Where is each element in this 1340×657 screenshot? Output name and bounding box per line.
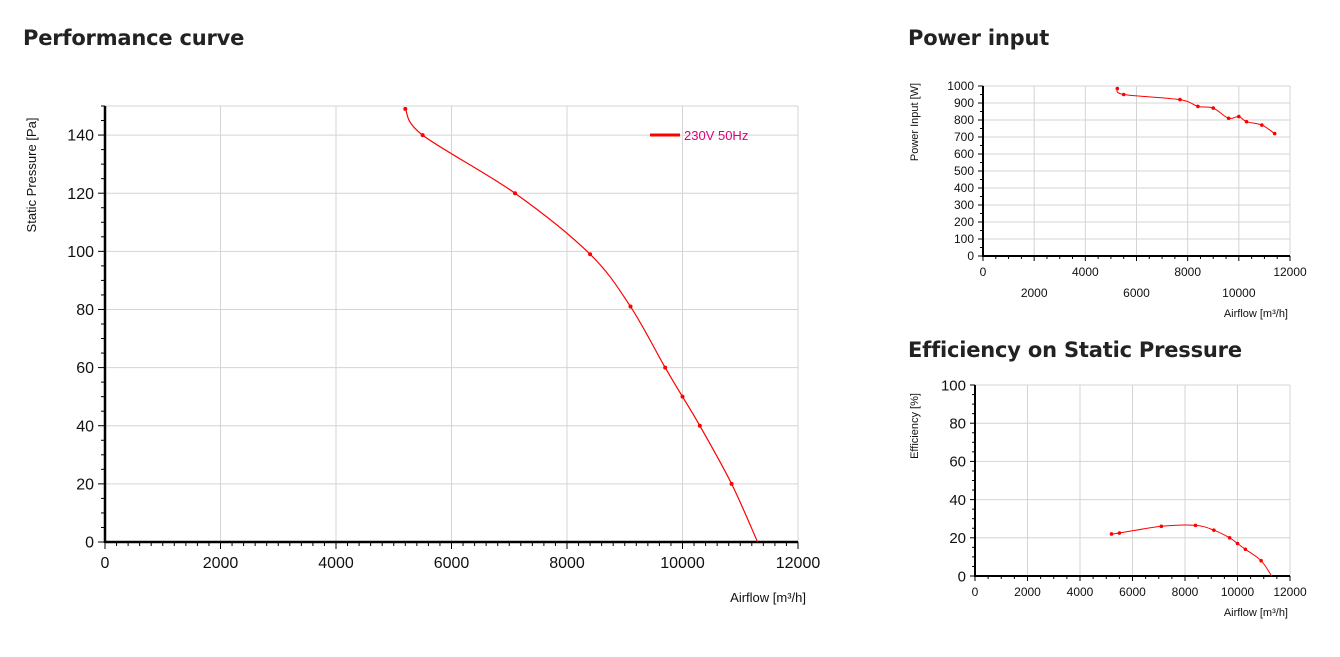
x-tick-label: 6000 xyxy=(434,555,470,572)
y-tick-label: 0 xyxy=(85,535,94,552)
y-tick-label: 60 xyxy=(76,360,94,377)
x-tick-label: 12000 xyxy=(1273,265,1307,279)
data-point xyxy=(729,481,734,486)
x-tick-label: 12000 xyxy=(1273,585,1307,599)
y-tick-label: 40 xyxy=(949,492,966,509)
data-point xyxy=(403,106,408,111)
x-tick-label: 10000 xyxy=(1222,286,1256,300)
data-point xyxy=(1196,104,1200,109)
data-point xyxy=(1121,92,1126,97)
x-tick-label: 4000 xyxy=(1067,585,1094,599)
x-tick-label: 2000 xyxy=(1014,585,1041,599)
data-point xyxy=(1260,123,1264,127)
x-tick-label: 8000 xyxy=(549,555,585,572)
y-tick-label: 700 xyxy=(954,130,974,144)
power-input-title: Power input xyxy=(908,26,1050,50)
performance-curve-title: Performance curve xyxy=(23,26,245,50)
x-tick-label: 8000 xyxy=(1172,585,1199,599)
x-tick-label: 2000 xyxy=(1021,286,1048,300)
legend-label: 230V 50Hz xyxy=(684,128,748,143)
y-axis-label: Power Input [W] xyxy=(909,83,921,161)
data-point xyxy=(1272,131,1277,136)
x-tick-label: 2000 xyxy=(203,555,239,572)
y-axis-label: Static Pressure [Pa] xyxy=(24,118,39,233)
data-point xyxy=(1243,547,1248,552)
data-point xyxy=(1193,523,1198,528)
x-tick-label: 4000 xyxy=(1072,265,1099,279)
data-point xyxy=(1212,528,1216,532)
data-point xyxy=(1115,86,1120,91)
data-point xyxy=(1237,114,1241,119)
data-point xyxy=(1259,558,1263,563)
y-tick-label: 120 xyxy=(67,186,94,203)
data-point xyxy=(1159,524,1164,529)
data-point xyxy=(697,423,702,428)
y-tick-label: 100 xyxy=(954,232,974,246)
y-tick-label: 500 xyxy=(954,164,974,178)
x-tick-label: 0 xyxy=(972,585,979,599)
data-point xyxy=(1211,106,1216,110)
data-point xyxy=(1235,541,1240,546)
data-point xyxy=(628,304,633,309)
y-tick-label: 80 xyxy=(76,302,94,319)
data-point xyxy=(588,252,593,257)
x-axis-label: Airflow [m³/h] xyxy=(1224,308,1288,320)
series-line xyxy=(404,108,759,543)
y-tick-label: 20 xyxy=(76,476,94,493)
y-tick-label: 0 xyxy=(967,249,974,263)
x-axis-label: Airflow [m³/h] xyxy=(730,590,806,605)
data-point xyxy=(1178,97,1182,102)
data-point xyxy=(663,365,668,370)
x-tick-label: 8000 xyxy=(1174,265,1201,279)
y-tick-label: 60 xyxy=(949,454,966,471)
y-tick-label: 0 xyxy=(958,568,966,585)
y-tick-label: 600 xyxy=(954,147,974,161)
y-tick-label: 100 xyxy=(941,377,966,394)
y-tick-label: 40 xyxy=(76,418,94,435)
x-axis-label: Airflow [m³/h] xyxy=(1224,607,1288,619)
y-tick-label: 900 xyxy=(954,96,974,110)
data-point xyxy=(680,394,685,399)
x-tick-label: 0 xyxy=(101,555,110,572)
y-tick-label: 140 xyxy=(67,128,94,145)
data-point xyxy=(1226,116,1231,121)
y-tick-label: 800 xyxy=(954,113,974,127)
efficiency-title: Efficiency on Static Pressure xyxy=(908,338,1242,362)
x-tick-label: 12000 xyxy=(776,555,821,572)
series-line xyxy=(1116,88,1275,135)
data-point xyxy=(1117,531,1122,535)
y-tick-label: 80 xyxy=(949,415,966,432)
y-tick-label: 300 xyxy=(954,198,974,212)
x-tick-label: 10000 xyxy=(660,555,705,572)
y-tick-label: 200 xyxy=(954,215,974,229)
y-tick-label: 400 xyxy=(954,181,974,195)
x-tick-label: 6000 xyxy=(1123,286,1150,300)
x-tick-label: 6000 xyxy=(1119,585,1146,599)
y-tick-label: 1000 xyxy=(947,79,974,93)
y-tick-label: 20 xyxy=(949,530,966,547)
y-tick-label: 100 xyxy=(67,244,94,261)
data-point xyxy=(513,191,518,196)
x-tick-label: 10000 xyxy=(1221,585,1255,599)
data-point xyxy=(1227,536,1232,540)
series-line xyxy=(1111,524,1273,577)
y-axis-label: Efficiency [%] xyxy=(909,393,921,459)
x-tick-label: 0 xyxy=(980,265,987,279)
data-point xyxy=(1244,119,1249,124)
x-tick-label: 4000 xyxy=(318,555,354,572)
data-point xyxy=(420,133,425,138)
data-point xyxy=(1109,532,1114,536)
